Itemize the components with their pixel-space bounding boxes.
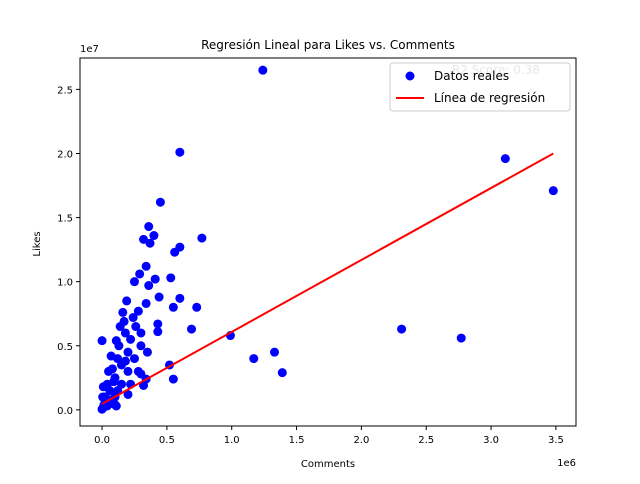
data-point (144, 222, 154, 232)
data-point (168, 374, 178, 384)
legend-box (389, 62, 571, 112)
data-point (197, 233, 207, 243)
data-point (129, 277, 139, 287)
data-point (270, 347, 280, 357)
data-point (175, 293, 185, 303)
data-point (150, 274, 160, 284)
data-point (142, 347, 152, 357)
data-point (115, 322, 125, 332)
data-point (116, 379, 126, 389)
x-offset-text: 1e6 (557, 458, 576, 469)
data-point (397, 324, 407, 334)
y-offset-text: 1e7 (80, 44, 99, 55)
data-point (123, 347, 133, 357)
data-point (97, 336, 107, 346)
data-point (98, 392, 108, 402)
data-point (249, 354, 259, 364)
data-point (135, 269, 145, 279)
data-point (136, 341, 146, 351)
data-point (145, 238, 155, 248)
x-axis-label: Comments (301, 459, 355, 470)
data-point (149, 231, 159, 241)
data-point (136, 328, 146, 338)
data-point (153, 319, 163, 329)
regression-line (101, 152, 554, 405)
data-point (109, 377, 119, 387)
chart-title: Regresión Lineal para Likes vs. Comments (201, 38, 455, 52)
data-point (500, 154, 510, 164)
data-point (187, 324, 197, 334)
data-point (107, 364, 117, 374)
data-point (126, 334, 136, 344)
y-tick-label: 2.5 (57, 85, 73, 96)
y-tick-label: 1.0 (57, 278, 73, 289)
x-tick-label: 1.0 (224, 435, 240, 446)
x-tick-label: 2.0 (353, 435, 369, 446)
x-tick-label: 0.5 (159, 435, 175, 446)
data-point (120, 328, 130, 338)
x-tick-label: 3.0 (483, 435, 499, 446)
data-point (153, 327, 163, 337)
x-tick-label: 3.5 (548, 435, 564, 446)
x-tick-label: 0.0 (94, 435, 110, 446)
data-point (175, 147, 185, 157)
plot-frame (79, 57, 577, 427)
y-tick-label: 0.0 (57, 406, 73, 417)
legend-label: Línea de regresión (434, 91, 545, 105)
data-point (141, 261, 151, 271)
data-point (166, 273, 176, 283)
data-point (106, 351, 116, 361)
x-tick-label: 2.5 (418, 435, 434, 446)
data-point (548, 186, 558, 196)
legend-label: Datos reales (434, 69, 509, 83)
data-point (133, 306, 143, 316)
data-point (128, 313, 138, 323)
data-point (258, 65, 268, 75)
data-point (139, 380, 149, 390)
data-point (123, 366, 133, 376)
data-point (102, 401, 112, 411)
y-tick-label: 0.5 (57, 342, 73, 353)
y-tick-label: 2.0 (57, 149, 73, 160)
data-point (123, 389, 133, 399)
data-point (154, 292, 164, 302)
data-point (122, 296, 132, 306)
data-point (144, 281, 154, 291)
data-point (129, 354, 139, 364)
data-point (120, 356, 130, 366)
data-point (136, 369, 146, 379)
x-tick-label: 1.5 (289, 435, 305, 446)
data-point (131, 322, 141, 332)
data-point (118, 307, 128, 317)
data-point (114, 341, 124, 351)
data-point (192, 302, 202, 312)
data-point (141, 298, 151, 308)
y-axis-label: Likes (32, 231, 43, 256)
data-point (111, 401, 121, 411)
data-point (168, 302, 178, 312)
data-point (170, 247, 180, 257)
data-point (277, 368, 287, 378)
data-point (456, 333, 466, 343)
data-point (155, 197, 165, 207)
data-point (139, 234, 149, 244)
legend-swatch (405, 71, 415, 81)
y-tick-label: 1.5 (57, 214, 73, 225)
data-point (98, 382, 108, 392)
